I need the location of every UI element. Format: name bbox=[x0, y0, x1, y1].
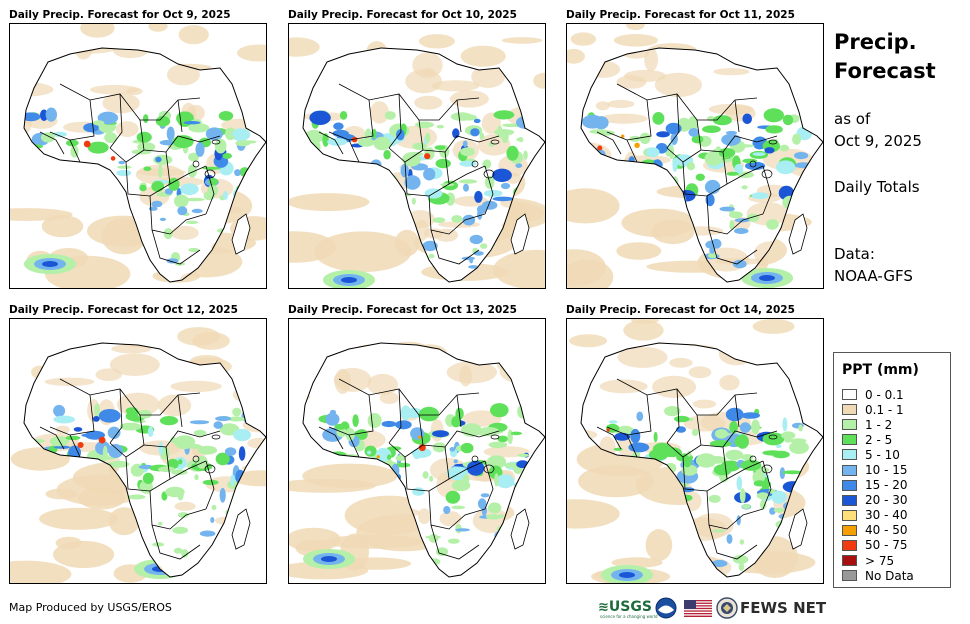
panel-title: Daily Precip. Forecast for Oct 12, 2025 bbox=[9, 304, 238, 316]
precip-map bbox=[566, 23, 824, 289]
legend-item: 0.1 - 1 bbox=[842, 402, 914, 417]
legend-title: PPT (mm) bbox=[842, 362, 919, 378]
legend-label: 0 - 0.1 bbox=[865, 387, 904, 402]
us-flag-icon bbox=[684, 600, 712, 617]
data-source: Data: NOAA-GFS bbox=[834, 243, 913, 287]
legend-item: 5 - 10 bbox=[842, 447, 914, 462]
precip-map bbox=[288, 23, 546, 289]
footer-logos: ≋USGS science for a changing world FEWS … bbox=[598, 597, 828, 621]
legend-swatch bbox=[842, 539, 857, 551]
africa-precip-map bbox=[289, 341, 545, 580]
legend-swatch bbox=[842, 570, 857, 582]
legend-label: 5 - 10 bbox=[865, 447, 900, 462]
legend-swatch bbox=[842, 449, 857, 461]
as-of-date: as of Oct 9, 2025 bbox=[834, 108, 922, 152]
legend-item: 20 - 30 bbox=[842, 493, 914, 508]
legend-label: 15 - 20 bbox=[865, 478, 908, 493]
legend-item: 0 - 0.1 bbox=[842, 387, 914, 402]
precip-map bbox=[9, 318, 267, 584]
panel-title: Daily Precip. Forecast for Oct 10, 2025 bbox=[288, 9, 517, 21]
map-credit: Map Produced by USGS/EROS bbox=[9, 601, 172, 614]
legend-swatch bbox=[842, 479, 857, 491]
legend-item: 30 - 40 bbox=[842, 508, 914, 523]
precip-map bbox=[566, 318, 824, 584]
map-title: Precip. Forecast bbox=[834, 28, 936, 86]
africa-precip-map bbox=[10, 24, 266, 288]
africa-precip-map bbox=[567, 24, 823, 288]
legend-label: 10 - 15 bbox=[865, 463, 908, 478]
legend-item: 1 - 2 bbox=[842, 417, 914, 432]
legend-item: No Data bbox=[842, 568, 914, 583]
africa-precip-map bbox=[567, 319, 823, 583]
legend-label: No Data bbox=[865, 568, 914, 583]
panel-title: Daily Precip. Forecast for Oct 11, 2025 bbox=[566, 9, 795, 21]
legend-swatch bbox=[842, 389, 857, 401]
data-source-label: Data: bbox=[834, 245, 875, 263]
map-title-line-1: Precip. bbox=[834, 30, 917, 54]
data-source-value: NOAA-GFS bbox=[834, 267, 913, 285]
state-department-seal-icon bbox=[716, 597, 738, 619]
usgs-logo-text: USGS bbox=[608, 599, 652, 615]
fews-net-logo: FEWS NET bbox=[740, 599, 827, 617]
legend-label: 0.1 - 1 bbox=[865, 402, 904, 417]
legend-swatch bbox=[842, 494, 857, 506]
legend-label: 1 - 2 bbox=[865, 417, 893, 432]
legend-item: 2 - 5 bbox=[842, 432, 914, 447]
usgs-tagline: science for a changing world bbox=[600, 614, 658, 619]
legend-label: 40 - 50 bbox=[865, 523, 908, 538]
as-of-label: as of bbox=[834, 110, 871, 128]
map-title-line-2: Forecast bbox=[834, 59, 936, 83]
daily-totals-label: Daily Totals bbox=[834, 178, 920, 196]
legend-swatch bbox=[842, 434, 857, 446]
legend-item: 40 - 50 bbox=[842, 523, 914, 538]
africa-precip-map bbox=[10, 327, 266, 583]
legend-label: 20 - 30 bbox=[865, 493, 908, 508]
legend-item: 50 - 75 bbox=[842, 538, 914, 553]
legend-item: 10 - 15 bbox=[842, 462, 914, 477]
usgs-logo: ≋USGS bbox=[598, 599, 652, 615]
legend-swatch bbox=[842, 509, 857, 521]
legend-label: 50 - 75 bbox=[865, 538, 908, 553]
legend-label: 2 - 5 bbox=[865, 432, 893, 447]
noaa-logo-icon bbox=[655, 597, 677, 619]
legend-swatch bbox=[842, 464, 857, 476]
legend-item: > 75 bbox=[842, 553, 914, 568]
as-of-value: Oct 9, 2025 bbox=[834, 132, 922, 150]
panel-title: Daily Precip. Forecast for Oct 14, 2025 bbox=[566, 304, 795, 316]
precip-map bbox=[9, 23, 267, 289]
legend-label: 30 - 40 bbox=[865, 508, 908, 523]
legend-label: > 75 bbox=[865, 553, 895, 568]
legend-swatch bbox=[842, 555, 857, 567]
legend-item: 15 - 20 bbox=[842, 478, 914, 493]
precip-map bbox=[288, 318, 546, 584]
panel-title: Daily Precip. Forecast for Oct 9, 2025 bbox=[9, 9, 231, 21]
legend-swatch bbox=[842, 419, 857, 431]
legend-swatch bbox=[842, 524, 857, 536]
panel-title: Daily Precip. Forecast for Oct 13, 2025 bbox=[288, 304, 517, 316]
legend-swatch bbox=[842, 404, 857, 416]
africa-precip-map bbox=[289, 34, 545, 288]
